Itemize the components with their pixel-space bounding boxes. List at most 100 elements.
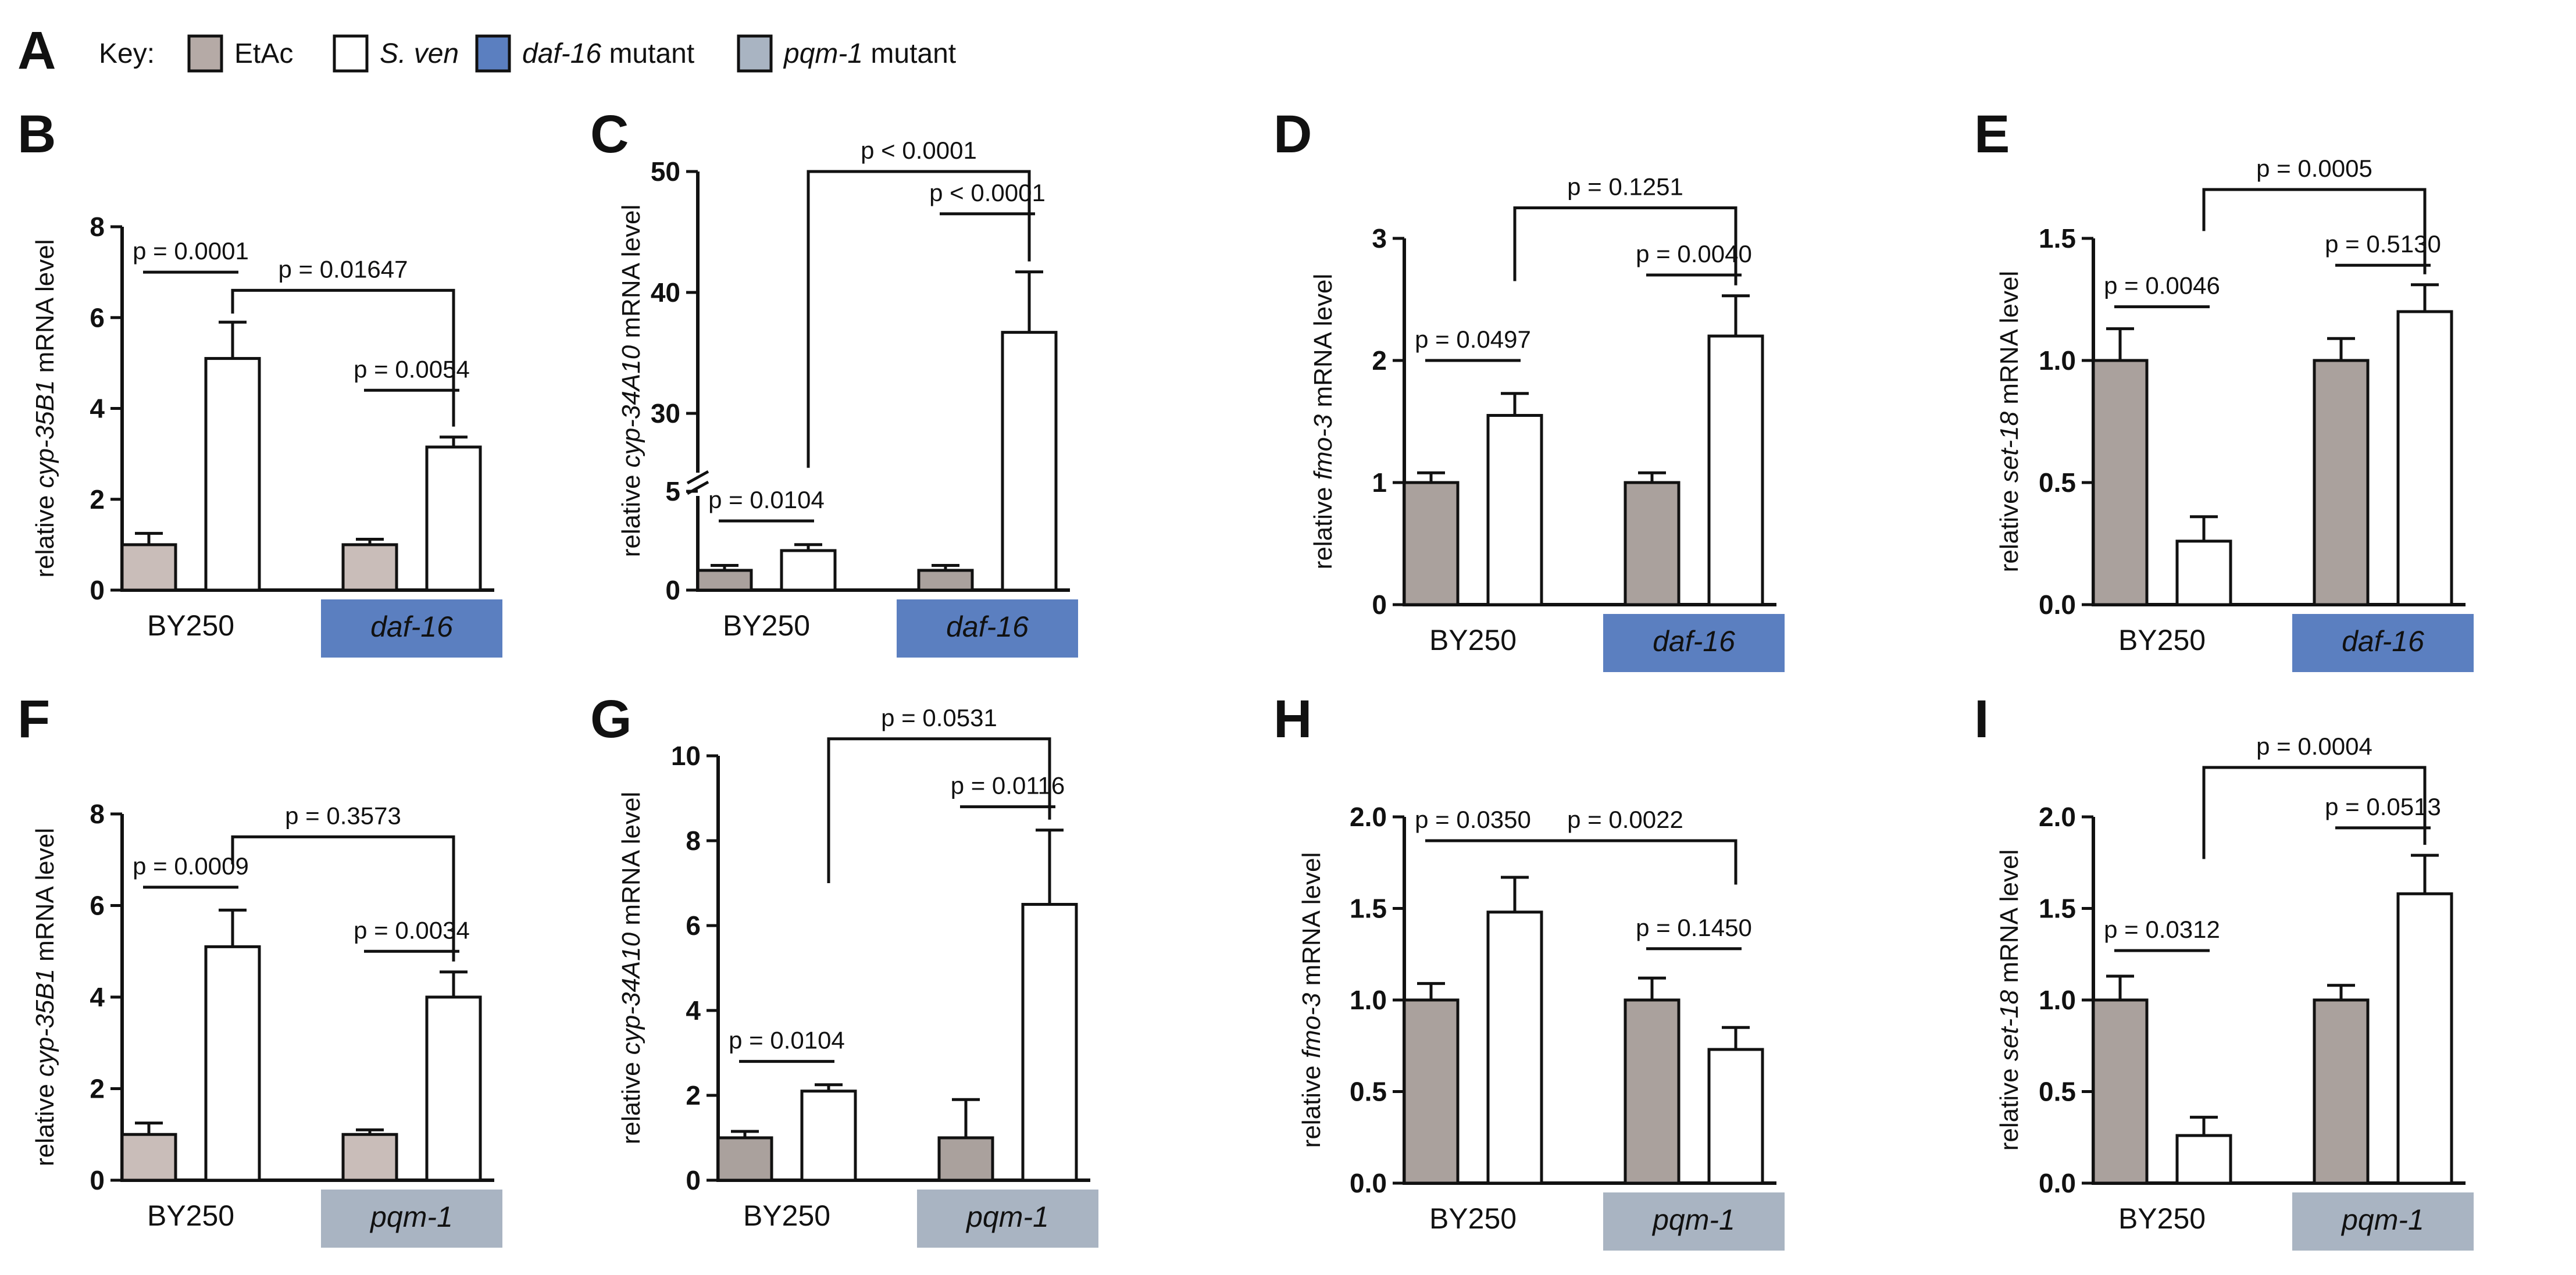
x-category-label-mutant: daf-16 [2342, 625, 2424, 658]
mutant-category-box [1603, 614, 1785, 672]
mutant-category-box [1603, 1192, 1785, 1251]
bar-etac-0 [120, 1133, 177, 1182]
ylabel-suffix: mRNA level [617, 205, 645, 345]
bar-etac-1 [2313, 998, 2370, 1185]
y-tick-label: 1.0 [1350, 985, 1387, 1015]
bar-sven-1 [1001, 331, 1058, 592]
key-item-name: daf-16 [522, 38, 601, 69]
y-tick-label: 0.0 [2039, 590, 2076, 620]
y-tick-label: 0.0 [2039, 1168, 2076, 1198]
x-category-label-wildtype: BY250 [147, 1199, 234, 1232]
mutant-category-box [897, 599, 1078, 658]
bar-etac-1 [1624, 481, 1681, 606]
mutant-category-box [321, 599, 502, 658]
y-tick-label: 1 [1372, 467, 1387, 498]
y-tick-label: 30 [651, 398, 680, 428]
key-item-name: EtAc [234, 38, 293, 69]
mutant-category-box [2292, 1192, 2474, 1251]
x-category-label-wildtype: BY250 [743, 1199, 830, 1232]
bar-etac-1 [937, 1136, 994, 1182]
bar-etac-0 [2092, 998, 2149, 1185]
ylabel-gene: cyp-34A10 [617, 932, 645, 1055]
key-swatch-3 [737, 34, 773, 73]
panel-letter-H: H [1273, 690, 1312, 749]
y-tick-label: 3 [1372, 223, 1387, 253]
bar-etac-0 [716, 1136, 773, 1182]
ylabel-gene: cyp-34A10 [617, 345, 645, 467]
p-value-label: p = 0.0497 [1415, 326, 1531, 353]
comparison-bracket [807, 170, 1031, 468]
p-value-label: p = 0.0054 [354, 355, 470, 383]
ylabel-prefix: relative [617, 1055, 645, 1144]
ylabel-gene: cyp-35B1 [31, 969, 59, 1077]
p-value-label: p = 0.5130 [2325, 230, 2441, 258]
p-value-label: p = 0.0040 [1636, 240, 1752, 267]
p-value-label: p = 0.1450 [1636, 914, 1752, 941]
ylabel-gene: set-18 [1995, 990, 2024, 1061]
y-axis-label: relative fmo-3 mRNA level [1297, 852, 1326, 1148]
y-tick-label: 2.0 [2039, 802, 2076, 832]
p-value-label: p = 0.0104 [729, 1027, 845, 1054]
ylabel-prefix: relative [1995, 483, 2024, 572]
ylabel-prefix: relative [31, 1077, 59, 1166]
bar-sven-1 [2396, 892, 2453, 1185]
comparison-bracket [231, 835, 455, 962]
ylabel-suffix: mRNA level [1309, 274, 1337, 415]
p-value-label: p = 0.1251 [1567, 173, 1683, 201]
x-category-label-mutant: daf-16 [1653, 625, 1735, 658]
y-tick-label: 0 [1372, 590, 1387, 620]
bar-sven-1 [2396, 310, 2453, 606]
bar-sven-0 [204, 357, 261, 592]
bar-sven-0 [2175, 540, 2232, 606]
comparison-bracket [231, 288, 455, 427]
panel-letter-D: D [1273, 105, 1312, 164]
p-value-label: p = 0.0513 [2325, 793, 2441, 820]
y-tick-label: 1.5 [2039, 894, 2076, 924]
y-tick-label: 0 [90, 575, 105, 605]
y-tick-label: 0.0 [1350, 1168, 1387, 1198]
bar-sven-0 [1486, 414, 1543, 606]
ylabel-gene: fmo-3 [1297, 992, 1326, 1058]
y-tick-label: 6 [90, 302, 105, 333]
key-item-label-3: pqm-1 mutant [783, 38, 956, 69]
key-item-name: pqm-1 [783, 38, 863, 69]
bar-sven-1 [1707, 1048, 1764, 1185]
y-tick-label: 2 [90, 484, 105, 515]
axis-break-mark-upper [686, 470, 709, 485]
y-tick-label: 0.5 [2039, 467, 2076, 498]
bar-etac-0 [1403, 998, 1460, 1185]
x-category-label-mutant: pqm-1 [369, 1201, 453, 1233]
ylabel-suffix: mRNA level [1297, 852, 1326, 993]
comparison-bracket [1513, 206, 1737, 285]
y-tick-label: 40 [651, 277, 680, 308]
y-tick-label: 0 [665, 575, 680, 605]
bar-sven-0 [800, 1090, 857, 1182]
y-tick-label: 0 [686, 1165, 701, 1195]
ylabel-gene: set-18 [1995, 411, 2024, 483]
key-legend: A Key: EtAc S. ven daf-16 mutant pqm-1 mutan… [17, 21, 956, 80]
p-value-label: p = 0.0312 [2104, 916, 2220, 943]
ylabel-suffix: mRNA level [1995, 271, 2024, 412]
p-value-label: p = 0.0350 [1415, 806, 1531, 833]
bar-etac-0 [2092, 359, 2149, 606]
comparison-bracket [2202, 188, 2427, 274]
y-tick-label: 1.5 [2039, 223, 2076, 253]
y-axis-label: relative cyp-35B1 mRNA level [31, 239, 59, 577]
x-category-label-wildtype: BY250 [2118, 624, 2206, 656]
y-axis-label: relative cyp-34A10 mRNA level [617, 205, 645, 558]
y-tick-label: 8 [686, 826, 701, 856]
y-tick-label: 4 [90, 394, 105, 424]
key-item-label-1: S. ven [380, 38, 459, 69]
mutant-category-box [917, 1190, 1098, 1248]
x-category-label-mutant: daf-16 [946, 610, 1029, 643]
y-tick-label: 6 [90, 891, 105, 921]
p-value-label: p = 0.0116 [951, 772, 1065, 799]
bar-etac-1 [917, 569, 974, 592]
p-value-label: p = 0.0046 [2104, 272, 2220, 299]
ylabel-suffix: mRNA level [31, 828, 59, 969]
